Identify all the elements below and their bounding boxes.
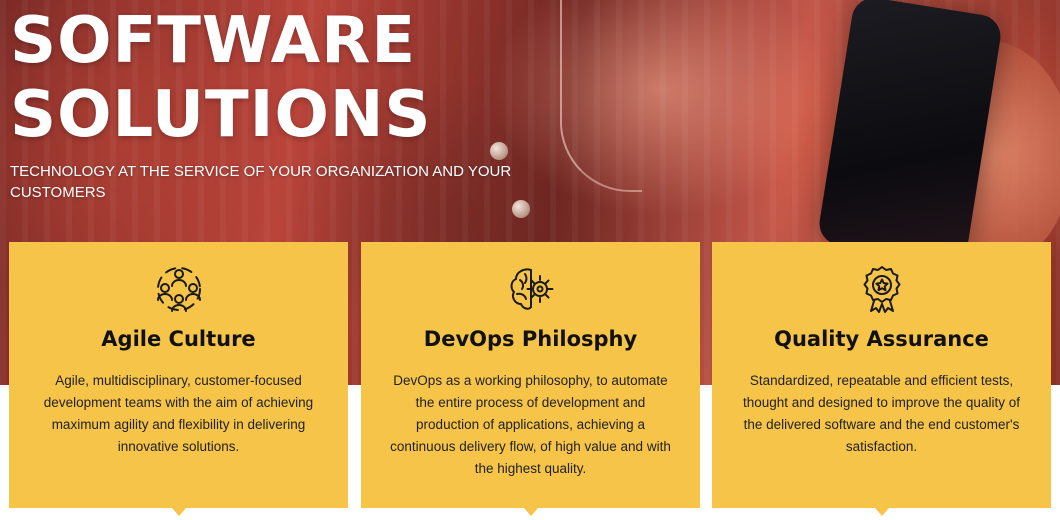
page-subtitle: TECHNOLOGY AT THE SERVICE OF YOUR ORGANI…	[10, 163, 512, 201]
feature-card-devops-philosophy: DevOps Philosphy DevOps as a working phi…	[361, 242, 700, 516]
brain-gear-icon	[510, 268, 553, 310]
feature-card-title: Quality Assurance	[774, 327, 989, 351]
page-title-line-1: SOFTWARE	[10, 4, 417, 78]
feature-card-text: DevOps as a working philosophy, to autom…	[390, 373, 671, 476]
feature-card-text: Standardized, repeatable and efficient t…	[743, 373, 1020, 454]
hero-jacket-button	[490, 142, 508, 160]
feature-card-text: Agile, multidisciplinary, customer-focus…	[43, 373, 314, 454]
feature-card-quality-assurance: Quality Assurance Standardized, repeatab…	[712, 242, 1051, 516]
team-icon	[156, 267, 201, 312]
quality-badge-icon	[863, 266, 900, 313]
page-title: SOFTWARE SOLUTIONS	[10, 4, 432, 152]
page-title-line-2: SOLUTIONS	[10, 78, 432, 152]
hero-banner: SOFTWARE SOLUTIONS TECHNOLOGY AT THE SER…	[0, 0, 1060, 385]
feature-card-agile-culture: Agile Culture Agile, multidisciplinary, …	[9, 242, 348, 516]
hero-jacket-button	[512, 200, 530, 218]
feature-card-title: DevOps Philosphy	[423, 327, 638, 351]
feature-card-title: Agile Culture	[101, 327, 256, 351]
